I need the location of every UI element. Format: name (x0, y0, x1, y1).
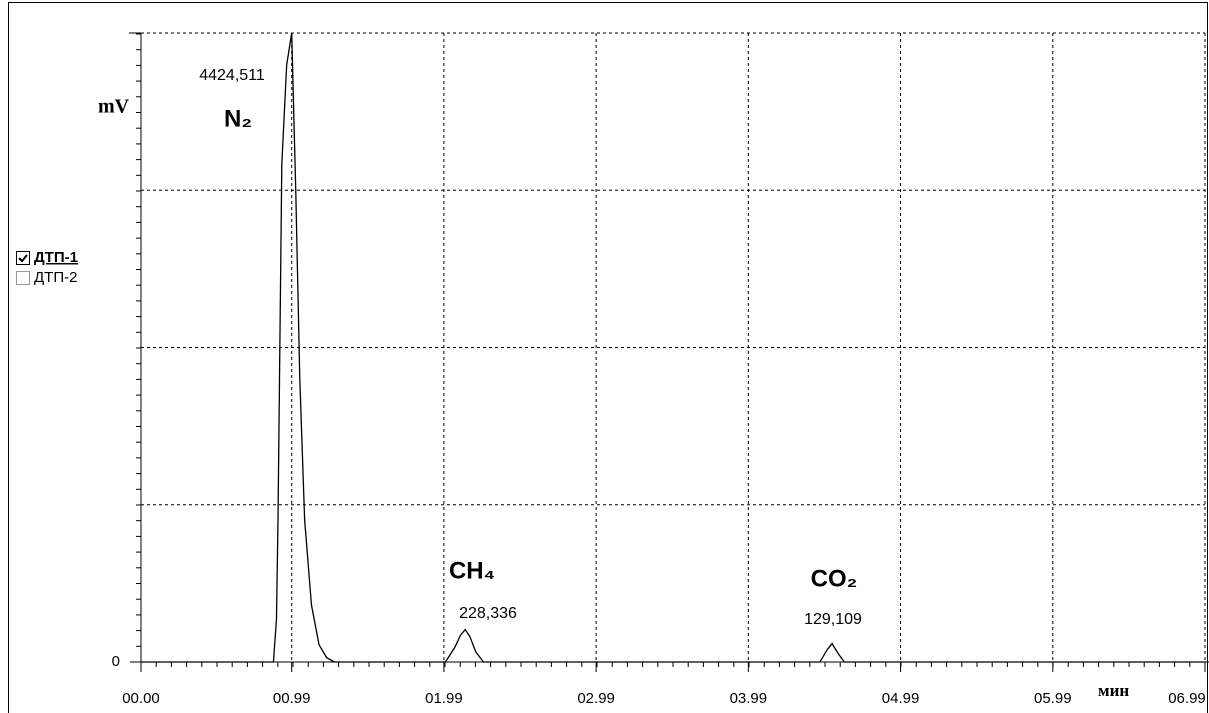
legend-label: ДТП-2 (34, 269, 77, 286)
x-tick-label: 00.00 (122, 690, 160, 707)
x-tick-label: 01.99 (425, 690, 463, 707)
x-tick-label: 04.99 (882, 690, 920, 707)
frame (8, 2, 1208, 713)
peak-annotation: N₂ (224, 105, 252, 132)
peak-annotation: 228,336 (459, 605, 517, 622)
data-line (141, 32, 1205, 663)
x-tick-label: 05.99 (1034, 690, 1072, 707)
peak-annotation: 129,109 (804, 611, 862, 628)
legend-label: ДТП-1 (34, 249, 78, 266)
x-tick-label: 06.99 (1168, 690, 1206, 707)
legend-check (18, 254, 28, 263)
legend-checkbox[interactable] (16, 271, 30, 285)
y-axis-label: mV (98, 96, 130, 118)
x-axis-label: мин (1098, 681, 1129, 700)
peak-annotation: 4424,511 (199, 67, 265, 84)
y-tick-label: 0 (112, 653, 120, 670)
x-tick-label: 03.99 (730, 690, 768, 707)
x-tick-label: 00.99 (273, 690, 311, 707)
x-tick-label: 02.99 (577, 690, 615, 707)
peak-annotation: CH₄ (449, 557, 495, 584)
peak-annotation: CO₂ (811, 565, 858, 592)
legend-checkbox[interactable] (16, 251, 30, 265)
